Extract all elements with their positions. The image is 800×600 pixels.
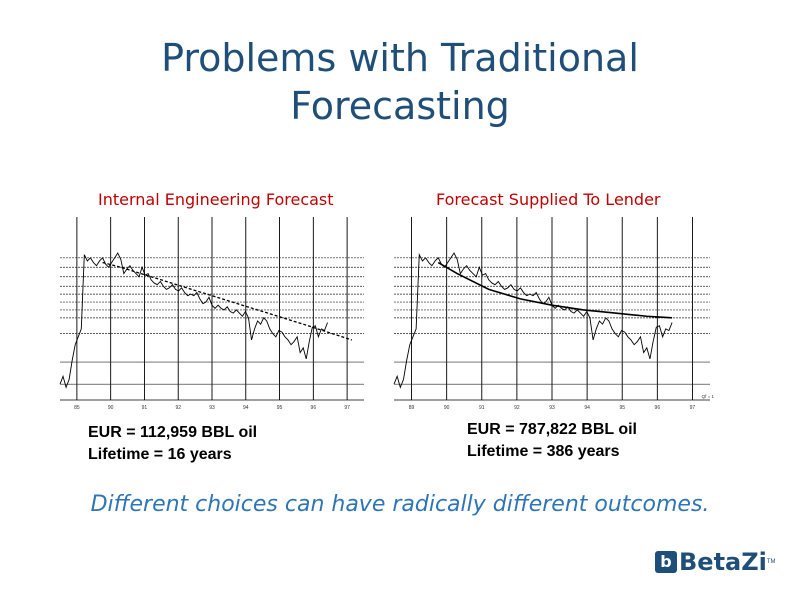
left-eur: EUR = 112,959 BBL oil	[88, 424, 258, 441]
right-chart-title: Forecast Supplied To Lender	[436, 190, 661, 209]
betazi-logo: b BetaZi TM	[655, 548, 776, 576]
left-stats: EUR = 112,959 BBL oil Lifetime = 16 year…	[88, 422, 257, 466]
right-stats: EUR = 787,822 BBL oil Lifetime = 386 yea…	[467, 419, 637, 463]
tick-label: 97	[690, 405, 696, 410]
slide-title-line2: Forecasting	[290, 84, 510, 128]
logo-text: BetaZi	[679, 548, 767, 576]
right-chart: 89 90 91 92 93 94 95 96 97 Qf = 1	[393, 217, 715, 410]
tick-label: 91	[142, 405, 148, 410]
tick-label: 90	[444, 405, 450, 410]
tick-label: 95	[619, 405, 625, 410]
production-series-line	[393, 252, 673, 389]
tick-label: 93	[209, 405, 215, 410]
production-series-line	[59, 252, 328, 389]
logo-mark-icon: b	[655, 551, 677, 573]
tick-label: 85	[74, 405, 80, 410]
right-lifetime: Lifetime = 386 years	[467, 443, 620, 460]
forecast-series-line	[102, 261, 353, 341]
slide-title: Problems with Traditional Forecasting	[0, 34, 800, 130]
tick-label: 96	[655, 405, 661, 410]
tick-label: 90	[108, 405, 114, 410]
tick-label: 97	[344, 405, 350, 410]
corner-label: Qf = 1	[702, 394, 715, 399]
tick-label: 94	[584, 405, 590, 410]
tick-label: 91	[479, 405, 485, 410]
tick-label: 92	[175, 405, 181, 410]
tick-label: 94	[243, 405, 249, 410]
slide-title-line1: Problems with Traditional	[161, 36, 639, 80]
tick-label: 96	[311, 405, 317, 410]
left-chart: 85 90 91 92 93 94 95 96 97	[59, 217, 364, 410]
left-chart-title: Internal Engineering Forecast	[98, 190, 334, 209]
tick-label: 93	[549, 405, 555, 410]
logo-tm: TM	[766, 559, 776, 565]
forecast-series-line	[437, 261, 673, 319]
slide-subtitle: Different choices can have radically dif…	[90, 492, 710, 517]
left-lifetime: Lifetime = 16 years	[88, 446, 232, 463]
right-eur: EUR = 787,822 BBL oil	[467, 421, 637, 438]
tick-label: 95	[277, 405, 283, 410]
tick-label: 89	[409, 405, 415, 410]
tick-label: 92	[514, 405, 520, 410]
